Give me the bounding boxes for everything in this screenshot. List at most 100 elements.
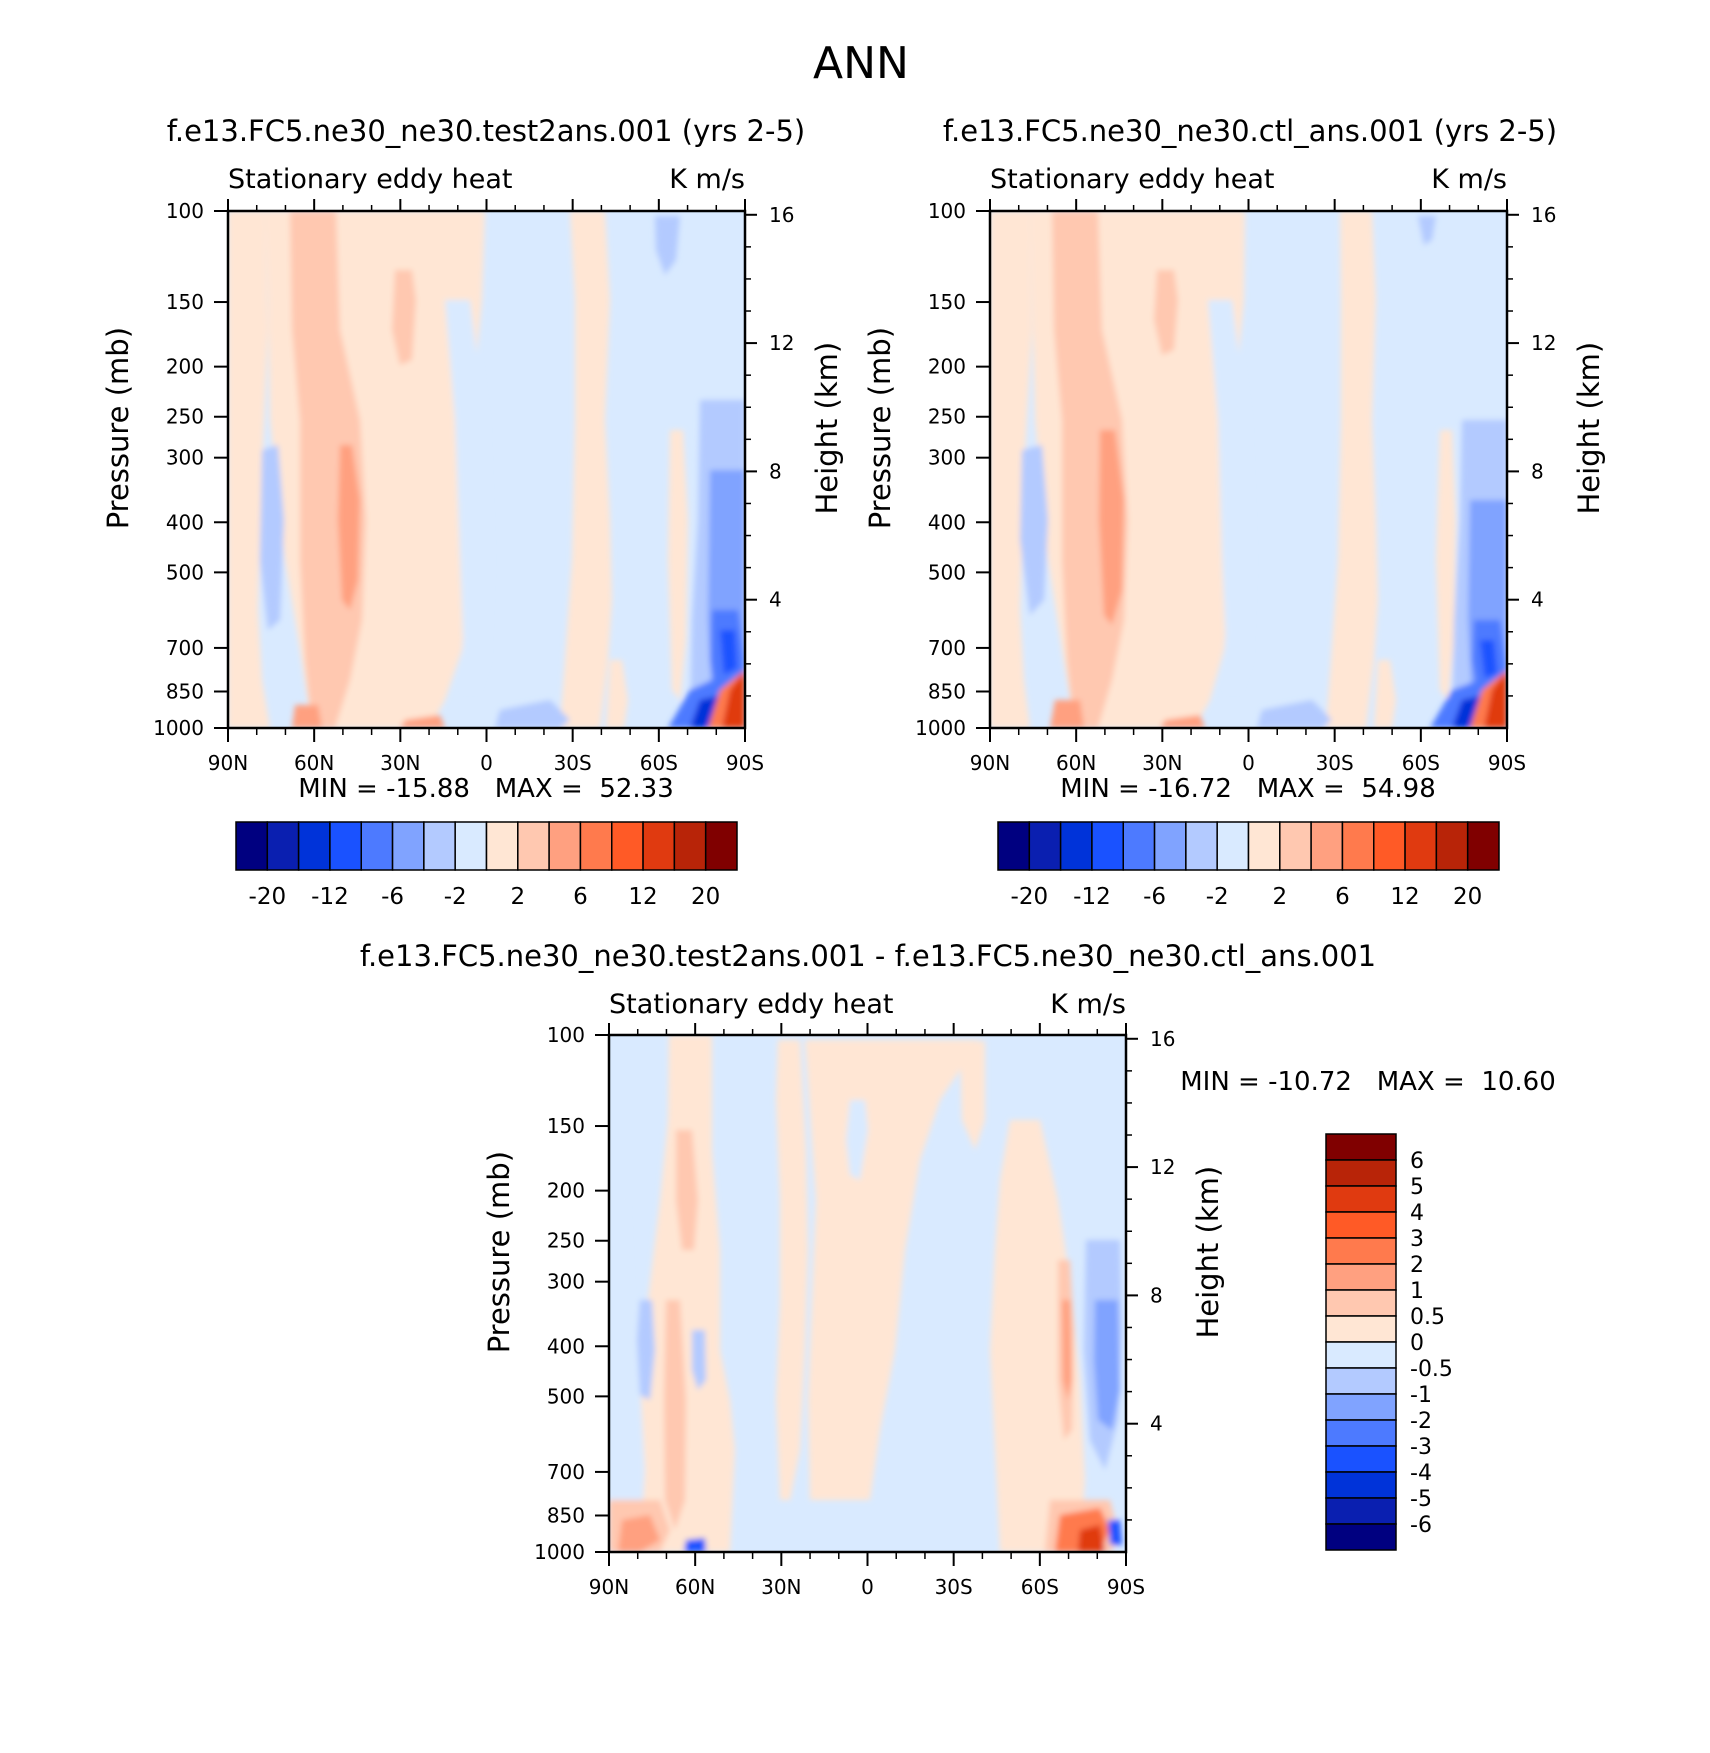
- panel-control-min-max: MIN = -16.72 MAX = 54.98: [1060, 774, 1436, 804]
- panel-test-colorbar-swatch: [485, 821, 519, 871]
- panel-test-pressure-tick-label: 150: [166, 290, 204, 314]
- panel-difference-lat-tick-label: 0: [861, 1575, 874, 1599]
- panel-control-colorbar-swatch: [1373, 821, 1406, 871]
- panel-test-lat-tick-label: 60N: [294, 751, 334, 775]
- panel-test-pressure-tick-label: 500: [166, 560, 204, 584]
- panel-difference-colorbar-label: 0.5: [1410, 1305, 1445, 1330]
- panel-test-pressure-tick-label: 250: [166, 405, 204, 429]
- panel-test-lat-tick-label: 30N: [380, 751, 420, 775]
- panel-difference-colorbar-swatch: [1325, 1159, 1397, 1187]
- panel-difference-pressure-tick-label: 200: [547, 1179, 585, 1203]
- panel-test-colorbar: -20 -12 -6 -2 2 6 12 20: [235, 821, 738, 910]
- panel-test-colorbar-label: 6: [573, 884, 588, 910]
- panel-difference-var-label: Stationary eddy heat: [609, 989, 894, 1020]
- panel-difference-colorbar-label: -6: [1410, 1513, 1432, 1538]
- panel-control-lat-tick-label: 0: [1242, 751, 1255, 775]
- panel-test-colorbar-label: 2: [510, 884, 525, 910]
- panel-control-colorbar-label: 20: [1453, 884, 1482, 910]
- panel-test-pressure-tick-label: 300: [166, 446, 204, 470]
- panel-difference-pressure-tick-label: 1000: [534, 1540, 585, 1564]
- panel-difference-lat-tick-label: 60N: [675, 1575, 715, 1599]
- panel-control-ylabel-height: Height (km): [1572, 342, 1606, 515]
- panel-control-colorbar-label: -2: [1206, 884, 1229, 910]
- panel-difference-pressure-tick-label: 400: [547, 1334, 585, 1358]
- panel-control-colorbar-label: 2: [1272, 884, 1287, 910]
- panel-control-colorbar-label: 6: [1335, 884, 1350, 910]
- panel-difference-height-tick-label: 16: [1150, 1027, 1175, 1051]
- panel-test-colorbar-label: -12: [311, 884, 349, 910]
- panel-control-pressure-tick-label: 1000: [915, 716, 966, 740]
- panel-control-var-label: Stationary eddy heat: [990, 164, 1275, 195]
- panel-control-colorbar-swatch: [1435, 821, 1469, 871]
- panel-test-colorbar-swatch: [235, 821, 269, 871]
- panel-difference-lat-tick-label: 60S: [1021, 1575, 1059, 1599]
- panel-difference-lat-tick-label: 90N: [589, 1575, 629, 1599]
- panel-difference-colorbar-label: -4: [1410, 1461, 1432, 1486]
- panel-difference-colorbar-swatch: [1325, 1289, 1397, 1317]
- panel-difference: f.e13.FC5.ne30_ne30.test2ans.001 - f.e13…: [360, 939, 1556, 1599]
- panel-difference-colorbar-label: 0: [1410, 1331, 1424, 1356]
- panel-control-case-title: f.e13.FC5.ne30_ne30.ctl_ans.001 (yrs 2-5…: [943, 114, 1557, 148]
- panel-difference-colorbar-label: -0.5: [1410, 1357, 1453, 1382]
- panel-difference-colorbar-label: 6: [1410, 1149, 1424, 1174]
- panel-difference-colorbar-swatch: [1325, 1133, 1397, 1161]
- panel-test-var-label: Stationary eddy heat: [228, 164, 513, 195]
- panel-difference-lat-tick-label: 30N: [761, 1575, 801, 1599]
- panel-difference-colorbar-label: 4: [1410, 1201, 1424, 1226]
- panel-difference-height-tick-label: 12: [1150, 1155, 1175, 1179]
- panel-difference-contour-field: [609, 1035, 1126, 1552]
- panel-control-pressure-tick-label: 150: [928, 290, 966, 314]
- panel-test-ylabel-pressure: Pressure (mb): [101, 327, 135, 529]
- panel-control-pressure-tick-label: 850: [928, 680, 966, 704]
- panel-test-colorbar-label: -2: [444, 884, 467, 910]
- panel-control-colorbar-swatch: [1091, 821, 1124, 871]
- panel-control-height-tick-label: 16: [1531, 203, 1556, 227]
- panel-test-lat-tick-label: 0: [480, 751, 493, 775]
- panel-difference-colorbar-swatch: [1325, 1315, 1397, 1343]
- panel-test-colorbar-swatch: [673, 821, 707, 871]
- panel-test-colorbar-swatch: [266, 821, 300, 871]
- panel-test-colorbar-swatch: [454, 821, 488, 871]
- panel-control-pressure-tick-label: 250: [928, 405, 966, 429]
- panel-control-colorbar-swatch: [1122, 821, 1156, 871]
- panel-control-colorbar-swatch: [1247, 821, 1281, 871]
- panel-difference-colorbar-swatch: [1325, 1445, 1397, 1473]
- panel-test-colorbar-swatch: [329, 821, 362, 871]
- figure-title: ANN: [813, 38, 909, 89]
- panel-difference-pressure-tick-label: 300: [547, 1270, 585, 1294]
- panel-difference-units: K m/s: [1050, 989, 1126, 1020]
- panel-control-colorbar-swatch: [1153, 821, 1187, 871]
- panel-test-height-tick-label: 8: [769, 459, 782, 483]
- panel-control-colorbar-swatch: [1185, 821, 1218, 871]
- panel-test-ylabel-height: Height (km): [810, 342, 844, 515]
- panel-difference-colorbar-label: -1: [1410, 1383, 1432, 1408]
- panel-difference-colorbar-label: 3: [1410, 1227, 1424, 1252]
- panel-control-colorbar-swatch: [1404, 821, 1438, 871]
- panel-control-pressure-tick-label: 500: [928, 560, 966, 584]
- panel-difference-pressure-tick-label: 100: [547, 1023, 585, 1047]
- panel-control-height-tick-label: 4: [1531, 588, 1544, 612]
- panel-test-colorbar-swatch: [423, 821, 456, 871]
- panel-difference-colorbar-swatch: [1325, 1471, 1397, 1499]
- panel-difference-colorbar-swatch: [1325, 1393, 1397, 1421]
- panel-test-colorbar-label: -6: [381, 884, 404, 910]
- panel-control-pressure-tick-label: 700: [928, 636, 966, 660]
- panel-test-pressure-tick-label: 1000: [153, 716, 204, 740]
- panel-control-pressure-tick-label: 400: [928, 510, 966, 534]
- panel-control-colorbar-label: 12: [1390, 884, 1419, 910]
- panel-difference-colorbar-swatch: [1325, 1497, 1397, 1525]
- panel-difference-colorbar-swatch: [1325, 1419, 1397, 1447]
- panel-difference-lat-tick-label: 90S: [1107, 1575, 1145, 1599]
- panel-difference-colorbar-swatch: [1325, 1211, 1397, 1239]
- panel-test-min-max: MIN = -15.88 MAX = 52.33: [298, 774, 674, 804]
- panel-control-lat-tick-label: 90S: [1488, 751, 1526, 775]
- panel-difference-pressure-tick-label: 150: [547, 1114, 585, 1138]
- panel-test-colorbar-label: 12: [628, 884, 657, 910]
- panel-control-contour-field: [990, 211, 1507, 728]
- panel-difference-colorbar-label: -5: [1410, 1487, 1432, 1512]
- panel-test-colorbar-swatch: [548, 821, 582, 871]
- panel-difference-colorbar-swatch: [1325, 1185, 1397, 1213]
- panel-test-lat-tick-label: 30S: [554, 751, 592, 775]
